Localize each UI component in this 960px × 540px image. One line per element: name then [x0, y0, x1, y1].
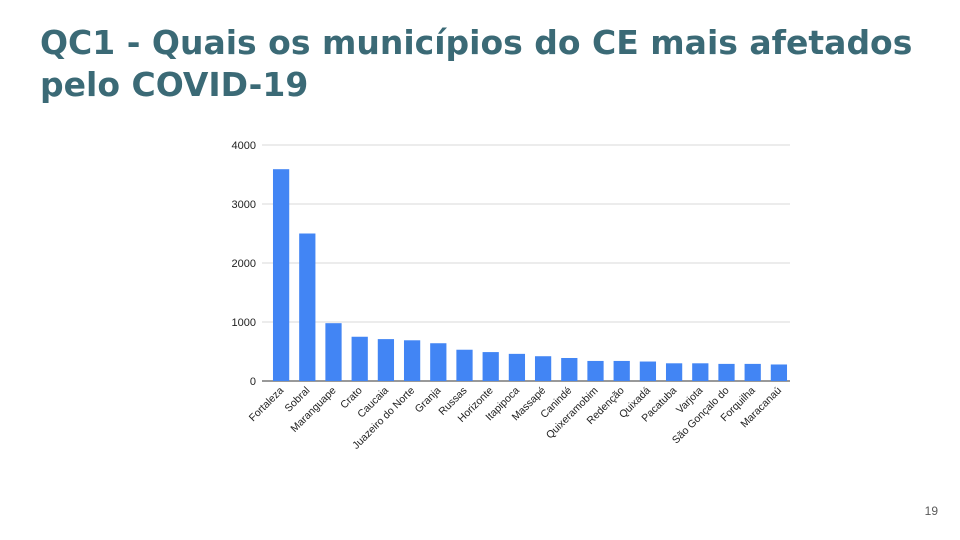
bar — [272, 169, 290, 381]
bar — [639, 361, 657, 381]
bar — [430, 343, 447, 381]
bar — [456, 349, 473, 381]
bar — [299, 233, 316, 381]
bar — [377, 339, 395, 381]
bar — [718, 363, 735, 381]
bar — [692, 363, 709, 381]
bar — [770, 364, 788, 381]
y-tick-label: 4000 — [232, 140, 256, 152]
bar — [325, 323, 342, 381]
y-tick-label: 1000 — [232, 317, 256, 329]
x-tick-label: Fortaleza — [247, 385, 287, 425]
bar — [351, 336, 368, 381]
bar — [744, 363, 761, 381]
y-tick-label: 3000 — [232, 199, 256, 211]
bar — [665, 363, 683, 381]
bar-chart-svg: 01000200030004000FortalezaSobralMarangua… — [232, 140, 790, 452]
slide-title: QC1 - Quais os municípios do CE mais afe… — [40, 23, 913, 104]
bar — [561, 357, 578, 381]
bar — [482, 352, 499, 381]
y-tick-label: 2000 — [232, 258, 256, 270]
bar — [587, 360, 604, 381]
bar — [403, 340, 421, 381]
bar — [508, 353, 526, 381]
bar-chart: 0 1000 2000 3000 4000 Fortaleza Sobral Marangua… — [200, 125, 810, 470]
page-number: 19 — [924, 504, 938, 518]
y-tick-label: 0 — [250, 376, 256, 388]
bar — [613, 360, 630, 381]
bar — [534, 356, 552, 381]
